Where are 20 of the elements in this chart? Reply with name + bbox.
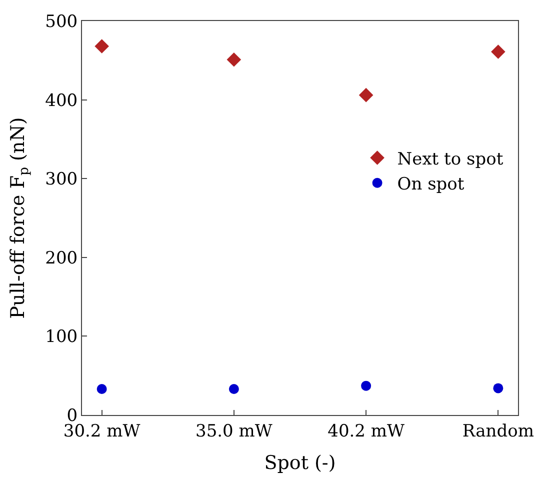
x-tick-label: 40.2 mW [328,421,406,442]
x-tick-label: Random [462,421,534,442]
x-tick-label: 35.0 mW [196,421,273,442]
point [96,384,107,394]
legend-label: On spot [397,174,464,194]
point [358,88,374,102]
y-tick-label: 400 [45,90,78,111]
y-tick-label: 300 [45,170,78,190]
point [226,52,242,67]
y-tick-label: 200 [45,248,78,268]
point [493,383,504,394]
y-tick-label: 500 [45,12,78,32]
x-axis-title: Spot (-) [264,452,336,474]
point [361,380,372,391]
point [228,384,239,394]
legend-label: Next to spot [397,149,504,170]
point [491,44,506,59]
point [94,39,109,54]
y-tick-label: 100 [45,327,78,348]
x-tick-label: 30.2 mW [63,421,141,442]
